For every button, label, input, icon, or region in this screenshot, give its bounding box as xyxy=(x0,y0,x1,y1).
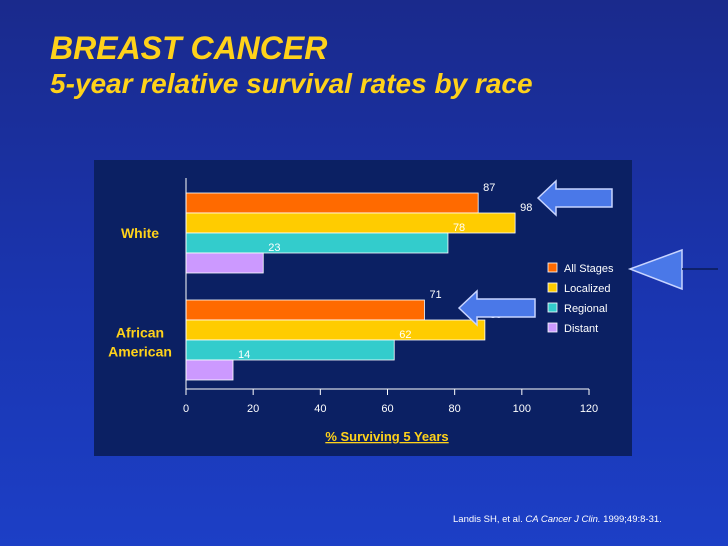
bar-african-american-localized xyxy=(185,319,486,341)
value-label-white-all-stages: 87 xyxy=(483,182,495,194)
bar-group xyxy=(185,192,516,381)
x-tick-label-60: 60 xyxy=(381,403,393,415)
legend-swatch-regional xyxy=(547,302,558,313)
slide-title: BREAST CANCER xyxy=(50,30,328,66)
citation-journal: CA Cancer J Clin. xyxy=(525,514,601,525)
arrow-white-all-stages-icon xyxy=(536,179,613,217)
category-label-african-american: African American xyxy=(108,325,172,360)
category-label-white: White xyxy=(121,225,159,241)
legend-label-distant: Distant xyxy=(564,323,598,335)
x-tick-label-120: 120 xyxy=(580,403,598,415)
value-label-african-american-all-stages: 71 xyxy=(429,289,441,301)
value-label-white-regional: 78 xyxy=(453,222,465,234)
x-tick-label-80: 80 xyxy=(449,403,461,415)
bar-white-all-stages xyxy=(185,192,479,214)
bar-white-regional xyxy=(185,232,449,254)
x-axis-label: % Surviving 5 Years xyxy=(325,429,448,444)
bar-african-american-regional xyxy=(185,339,395,361)
citation: Landis SH, et al. CA Cancer J Clin. 1999… xyxy=(453,514,662,525)
legend-label-regional: Regional xyxy=(564,303,607,315)
arrow-legend-all-stages-icon xyxy=(627,248,683,291)
value-label-white-localized: 98 xyxy=(520,202,532,214)
arrow-group xyxy=(457,179,718,327)
x-tick-label-20: 20 xyxy=(247,403,259,415)
citation-details: 1999;49:8-31. xyxy=(603,514,662,525)
legend: All Stages Localized Regional Distant xyxy=(547,262,614,335)
arrow-african-american-all-stages-icon xyxy=(457,289,536,327)
bar-white-localized xyxy=(185,212,516,234)
y-axis: White African American xyxy=(108,178,187,389)
legend-swatch-localized xyxy=(547,282,558,293)
x-tick-label-40: 40 xyxy=(314,403,326,415)
citation-authors: Landis SH, et al. xyxy=(453,514,523,525)
legend-label-all-stages: All Stages xyxy=(564,263,614,275)
x-axis: 0 20 40 60 80 100 120 xyxy=(183,388,598,415)
legend-label-localized: Localized xyxy=(564,283,610,295)
legend-swatch-all-stages xyxy=(547,262,558,273)
value-label-african-american-regional: 62 xyxy=(399,329,411,341)
value-label-white-distant: 23 xyxy=(268,242,280,254)
value-label-african-american-distant: 14 xyxy=(238,349,250,361)
legend-swatch-distant xyxy=(547,322,558,333)
bar-african-american-all-stages xyxy=(185,299,425,321)
x-tick-label-100: 100 xyxy=(513,403,531,415)
x-tick-label-0: 0 xyxy=(183,403,189,415)
bar-african-american-distant xyxy=(185,359,234,381)
bar-white-distant xyxy=(185,252,264,274)
slide-subtitle: 5-year relative survival rates by race xyxy=(50,68,533,99)
